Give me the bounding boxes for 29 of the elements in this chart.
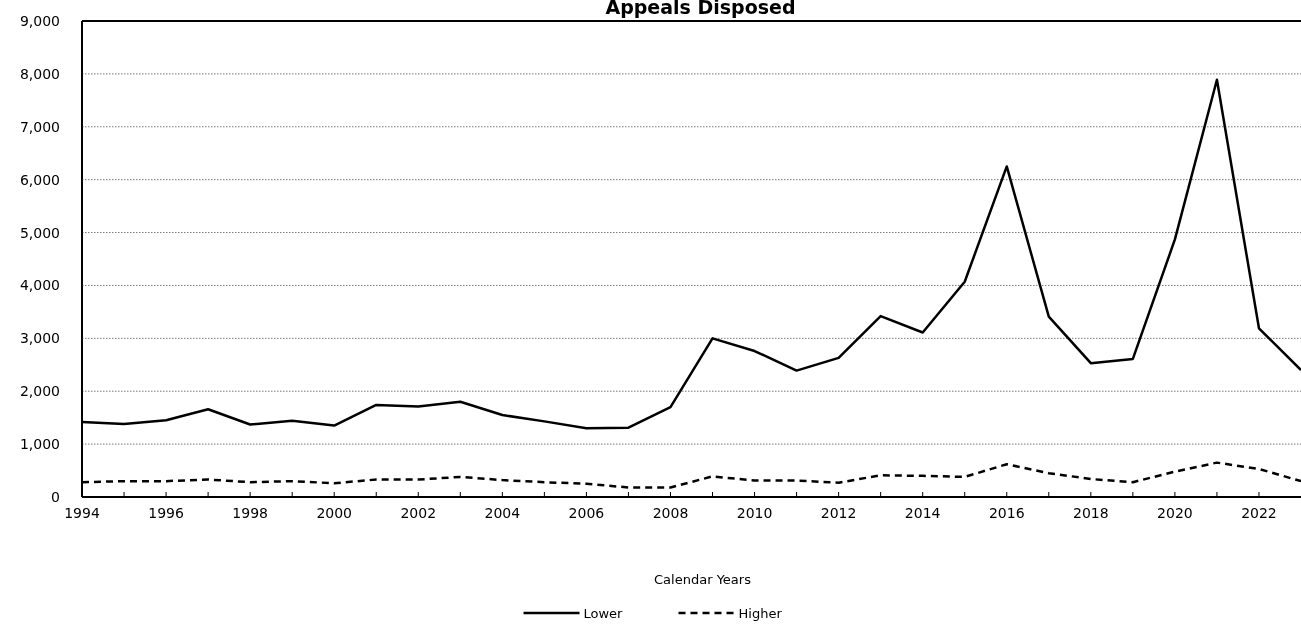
x-tick-label: 1994 [64,505,100,521]
chart-title: Appeals Disposed [605,0,796,18]
y-tick-label: 4,000 [19,277,60,294]
x-tick-label: 2014 [904,505,941,521]
y-tick-label: 8,000 [19,65,60,82]
x-tick-label: 2016 [988,505,1025,521]
x-tick-label: 2006 [568,505,605,521]
x-tick-label: 2002 [400,505,437,521]
y-tick-label: 0 [51,489,60,505]
x-axis-title: Calendar Years [654,572,752,587]
x-tick-label: 2008 [652,505,689,521]
x-tick-label: 1996 [148,505,184,521]
x-tick-label: 2022 [1241,505,1277,521]
y-tick-label: 1,000 [19,436,60,453]
y-tick-label: 5,000 [19,224,60,241]
x-tick-label: 2018 [1073,505,1109,521]
legend-label: Lower [583,606,624,621]
x-tick-label: 2000 [316,505,353,521]
y-tick-label: 6,000 [19,171,60,188]
x-tick-label: 1998 [232,505,268,521]
x-tick-label: 2012 [820,505,857,521]
x-tick-label: 2004 [484,505,521,521]
legend-label: Higher [738,606,783,621]
y-tick-label: 2,000 [19,383,60,400]
y-tick-label: 9,000 [19,13,60,29]
x-tick-label: 2020 [1157,505,1193,521]
y-tick-label: 7,000 [19,118,60,135]
x-tick-label: 2010 [736,505,773,521]
y-tick-label: 3,000 [19,330,60,347]
